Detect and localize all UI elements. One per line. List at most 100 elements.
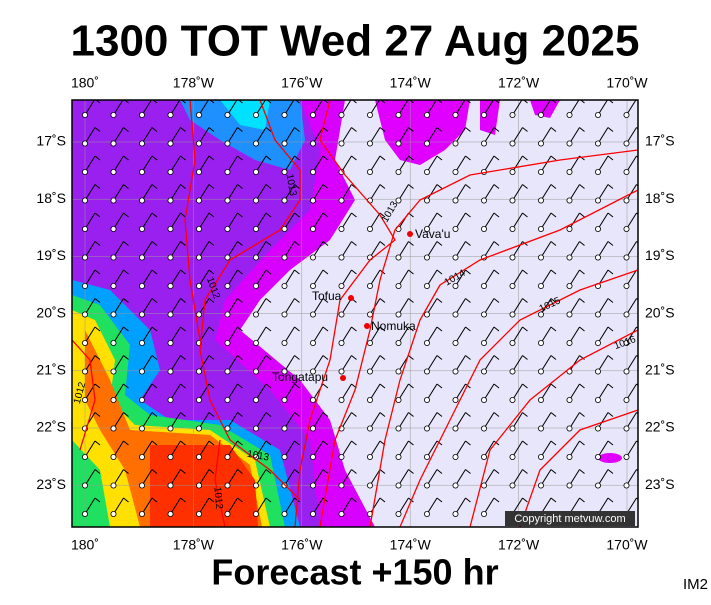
barb-flag bbox=[465, 100, 471, 104]
barb-shaft bbox=[569, 212, 580, 230]
barb-shaft bbox=[426, 269, 438, 287]
station bbox=[167, 225, 174, 232]
barb-shaft bbox=[312, 298, 324, 315]
barb-shaft bbox=[227, 127, 238, 144]
barb-flag bbox=[94, 269, 101, 275]
station bbox=[452, 112, 459, 119]
station bbox=[480, 112, 487, 119]
barb-shaft bbox=[284, 412, 295, 429]
lon-label: 170˚W bbox=[606, 75, 648, 91]
barb-shaft bbox=[398, 127, 409, 144]
barb-flag bbox=[265, 355, 272, 360]
barb-shaft bbox=[597, 383, 609, 401]
station bbox=[224, 168, 231, 175]
barb-shaft bbox=[483, 326, 495, 344]
station bbox=[595, 225, 602, 232]
barb-shaft bbox=[198, 440, 210, 458]
barb-flag bbox=[322, 326, 329, 332]
station bbox=[138, 225, 145, 232]
station bbox=[252, 197, 259, 204]
barb-shaft bbox=[170, 440, 181, 458]
station bbox=[480, 425, 487, 432]
station bbox=[338, 453, 345, 460]
station bbox=[509, 339, 516, 346]
barb-flag bbox=[265, 440, 272, 446]
barb-flag bbox=[493, 469, 500, 474]
lat-label: 17˚S bbox=[36, 133, 66, 149]
station bbox=[423, 225, 430, 232]
barb-shaft bbox=[141, 155, 153, 173]
barb-shaft bbox=[512, 412, 523, 429]
barb-flag bbox=[436, 412, 443, 417]
barb-flag bbox=[237, 383, 243, 389]
place-marker bbox=[340, 375, 346, 381]
barb-flag bbox=[265, 412, 272, 417]
barb-flag bbox=[265, 326, 272, 332]
barb-shaft bbox=[227, 212, 238, 230]
station bbox=[480, 510, 487, 517]
station bbox=[423, 254, 430, 261]
barb-flag bbox=[607, 326, 614, 332]
barb-shaft bbox=[512, 440, 523, 458]
barb-shaft bbox=[141, 326, 153, 344]
barb-shaft bbox=[455, 497, 466, 515]
station bbox=[595, 482, 602, 489]
station bbox=[224, 453, 231, 460]
barb-shaft bbox=[569, 241, 580, 258]
station bbox=[82, 140, 89, 147]
barb-flag bbox=[151, 326, 158, 332]
barb-shaft bbox=[569, 355, 580, 372]
lat-label: 19˚S bbox=[36, 247, 66, 263]
barb-flag bbox=[294, 440, 300, 446]
station bbox=[395, 311, 402, 318]
barb-flag bbox=[379, 241, 386, 246]
barb-flag bbox=[493, 127, 500, 132]
barb-shaft bbox=[398, 412, 409, 429]
station bbox=[252, 510, 259, 517]
barb-shaft bbox=[227, 383, 238, 401]
barb-flag bbox=[522, 127, 528, 132]
barb-shaft bbox=[341, 326, 352, 344]
station bbox=[452, 339, 459, 346]
barb-flag bbox=[180, 184, 186, 189]
barb-flag bbox=[94, 440, 101, 446]
barb-flag bbox=[94, 412, 101, 417]
lon-label: 170˚W bbox=[606, 537, 648, 553]
barb-flag bbox=[152, 100, 158, 104]
station bbox=[195, 112, 202, 119]
barb-flag bbox=[151, 440, 158, 446]
station bbox=[366, 168, 373, 175]
barb-shaft bbox=[341, 100, 352, 116]
station bbox=[195, 311, 202, 318]
station bbox=[452, 396, 459, 403]
station bbox=[395, 453, 402, 460]
station bbox=[338, 510, 345, 517]
station bbox=[623, 225, 630, 232]
barb-flag bbox=[465, 469, 471, 474]
station bbox=[281, 112, 288, 119]
barb-flag bbox=[180, 100, 186, 104]
barb-shaft bbox=[540, 440, 552, 458]
barb-shaft bbox=[369, 383, 381, 401]
station bbox=[452, 197, 459, 204]
station bbox=[195, 482, 202, 489]
barb-flag bbox=[465, 241, 471, 246]
barb-flag bbox=[208, 469, 215, 474]
barb-shaft bbox=[113, 469, 124, 486]
barb-flag bbox=[465, 412, 471, 417]
barb-flag bbox=[94, 326, 101, 332]
station bbox=[309, 396, 316, 403]
barb-flag bbox=[579, 412, 585, 417]
barb-shaft bbox=[540, 326, 552, 344]
barb-flag bbox=[237, 355, 243, 360]
lon-label: 176˚W bbox=[281, 75, 323, 91]
barb-flag bbox=[607, 440, 614, 446]
barb-shaft bbox=[284, 298, 295, 315]
barb-shaft bbox=[569, 155, 580, 173]
station bbox=[82, 396, 89, 403]
barb-shaft bbox=[540, 469, 552, 486]
barb-flag bbox=[522, 269, 528, 275]
station bbox=[167, 425, 174, 432]
station bbox=[252, 168, 259, 175]
barb-shaft bbox=[84, 127, 96, 144]
